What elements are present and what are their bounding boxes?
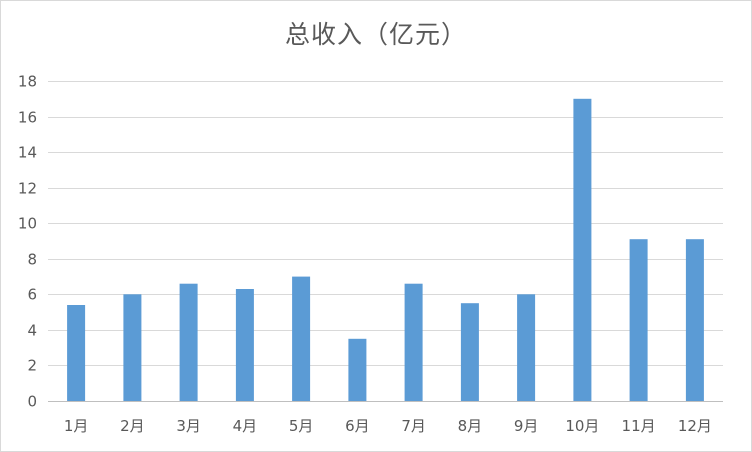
bar xyxy=(404,283,423,401)
y-tick-label: 18 xyxy=(18,73,37,91)
x-tick-label: 3月 xyxy=(176,417,201,435)
x-tick-label: 8月 xyxy=(458,417,483,435)
y-tick-labels: 0 2 4 6 8 10 12 14 16 18 xyxy=(18,73,37,411)
x-tick-label: 6月 xyxy=(345,417,370,435)
y-tick-label: 10 xyxy=(18,215,37,233)
bar xyxy=(179,283,198,401)
chart-title: 总收入（亿元） xyxy=(284,20,467,49)
x-tick-label: 2月 xyxy=(120,417,145,435)
bar xyxy=(123,294,142,401)
y-tick-label: 4 xyxy=(27,322,37,340)
y-tick-label: 2 xyxy=(27,357,37,375)
x-tick-label: 11月 xyxy=(622,417,656,435)
bars xyxy=(67,98,704,402)
bar xyxy=(348,338,367,401)
x-tick-label: 9月 xyxy=(514,417,539,435)
bar xyxy=(685,239,704,401)
bar xyxy=(573,98,592,402)
gridlines xyxy=(48,81,723,366)
x-tick-label: 1月 xyxy=(64,417,89,435)
bar xyxy=(629,239,648,401)
x-tick-label: 10月 xyxy=(565,417,599,435)
y-tick-label: 14 xyxy=(18,144,37,162)
y-tick-label: 6 xyxy=(27,286,37,304)
x-tick-label: 4月 xyxy=(233,417,258,435)
x-tick-label: 12月 xyxy=(678,417,712,435)
y-tick-label: 12 xyxy=(18,180,37,198)
x-tick-labels: 1月 2月 3月 4月 5月 6月 7月 8月 9月 10月 11月 12月 xyxy=(64,417,712,435)
y-tick-label: 0 xyxy=(27,393,37,411)
bar xyxy=(292,276,311,401)
bar xyxy=(67,305,86,401)
bar xyxy=(517,294,536,401)
bar xyxy=(460,303,479,401)
x-tick-label: 5月 xyxy=(289,417,314,435)
bar xyxy=(235,289,254,401)
y-tick-label: 16 xyxy=(18,109,37,127)
x-tick-label: 7月 xyxy=(401,417,426,435)
y-tick-label: 8 xyxy=(27,251,37,269)
